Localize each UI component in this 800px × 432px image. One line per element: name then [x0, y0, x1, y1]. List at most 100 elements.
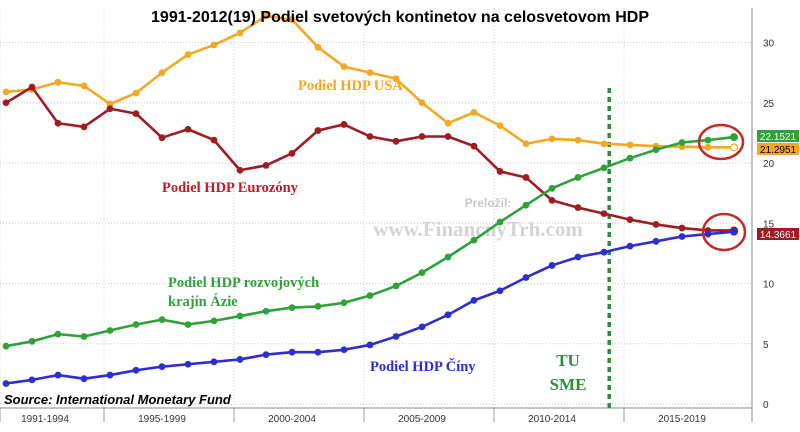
- series-point-2: [2, 342, 10, 350]
- series-point-3: [444, 311, 452, 319]
- series-point-2: [548, 184, 556, 192]
- series-point-3: [704, 230, 712, 238]
- series-label-eurozone: Podiel HDP Eurozóny: [162, 180, 299, 196]
- series-point-3: [132, 366, 140, 374]
- series-point-2: [132, 321, 140, 328]
- series-point-0: [184, 51, 192, 58]
- series-point-1: [184, 125, 192, 133]
- series-point-2: [392, 282, 400, 290]
- series-point-1: [444, 133, 452, 140]
- series-point-2: [729, 133, 738, 142]
- series-point-0: [392, 75, 400, 83]
- x-tick-label: 1995-1999: [138, 414, 186, 425]
- series-point-2: [444, 253, 452, 261]
- end-highlight-circle-lower: [701, 212, 747, 252]
- series-point-1: [2, 99, 10, 107]
- y-tick-label: 25: [763, 99, 775, 110]
- series-point-0: [496, 122, 504, 130]
- series-point-1: [54, 119, 62, 127]
- series-point-3: [678, 233, 686, 240]
- series-point-1: [236, 166, 244, 174]
- series-point-3: [184, 360, 192, 368]
- value-tag: [757, 143, 799, 155]
- series-point-1: [600, 210, 608, 218]
- series-point-0: [54, 78, 62, 86]
- series-point-3: [652, 237, 660, 245]
- series-point-2: [314, 302, 322, 310]
- series-point-3: [548, 262, 556, 269]
- y-tick-label: 10: [763, 280, 775, 291]
- series-point-2: [28, 337, 36, 345]
- series-point-0: [522, 140, 530, 148]
- series-point-0: [132, 89, 140, 97]
- series-point-2: [678, 139, 686, 146]
- series-point-3: [340, 346, 348, 354]
- series-point-2: [158, 316, 166, 324]
- value-tag-label: 22.1521: [760, 132, 797, 143]
- series-point-3: [28, 376, 36, 384]
- series-point-0: [574, 136, 582, 144]
- series-point-2: [288, 304, 296, 312]
- series-point-1: [418, 133, 426, 140]
- series-point-0: [2, 88, 10, 96]
- x-tick-label: 1991-1994: [21, 414, 69, 425]
- series-point-2: [626, 154, 634, 162]
- series-point-0: [704, 143, 712, 151]
- value-tag: [757, 228, 799, 240]
- series-point-0: [262, 12, 270, 20]
- series-point-1: [652, 221, 660, 228]
- series-point-0: [548, 135, 556, 143]
- series-point-0: [626, 141, 634, 149]
- series-point-2: [496, 218, 504, 226]
- series-point-3: [2, 380, 10, 387]
- series-point-0: [729, 143, 738, 152]
- series-point-0: [470, 108, 478, 116]
- series-point-0: [80, 82, 88, 90]
- series-point-2: [704, 136, 712, 144]
- grid: [0, 8, 752, 408]
- series-point-2: [418, 269, 426, 277]
- series-point-2: [600, 164, 608, 172]
- y-tick-label: 0: [763, 400, 769, 411]
- series-lines: [2, 12, 738, 387]
- value-labels: 22.1521 21.2951 14.3661: [757, 130, 799, 241]
- series-point-0: [418, 99, 426, 107]
- series-point-1: [262, 162, 270, 169]
- translated-by-label: Preložil:: [465, 196, 512, 210]
- series-point-2: [652, 146, 660, 154]
- series-label-asia-line1: Podiel HDP rozvojových: [168, 275, 319, 291]
- series-point-1: [496, 168, 504, 175]
- series-point-1: [158, 134, 166, 142]
- series-point-0: [366, 69, 374, 77]
- value-tag: [757, 130, 799, 142]
- series-point-1: [392, 137, 400, 145]
- series-point-3: [210, 358, 218, 366]
- series-point-0: [210, 41, 218, 49]
- series-point-0: [236, 29, 244, 37]
- series-point-1: [522, 174, 530, 181]
- series-point-1: [678, 224, 686, 232]
- series-point-2: [262, 307, 270, 315]
- series-point-2: [470, 236, 478, 244]
- series-point-0: [288, 16, 296, 24]
- end-highlight-circle-upper: [697, 123, 745, 161]
- series-point-1: [340, 121, 348, 128]
- series-point-0: [158, 69, 166, 77]
- series-point-3: [366, 341, 374, 349]
- series-point-1: [132, 110, 140, 117]
- series-point-3: [288, 348, 296, 356]
- series-point-2: [340, 299, 348, 307]
- series-point-2: [106, 327, 114, 334]
- series-point-1: [210, 136, 218, 144]
- series-point-2: [184, 321, 192, 328]
- series-point-1: [366, 133, 374, 140]
- series-point-0: [340, 63, 348, 70]
- series-point-3: [236, 356, 244, 363]
- series-point-2: [236, 312, 244, 320]
- value-tag-label: 14.3661: [760, 230, 797, 241]
- series-point-1: [106, 105, 114, 113]
- series-point-2: [54, 330, 62, 338]
- series-point-3: [600, 248, 608, 256]
- series-point-1: [626, 216, 634, 224]
